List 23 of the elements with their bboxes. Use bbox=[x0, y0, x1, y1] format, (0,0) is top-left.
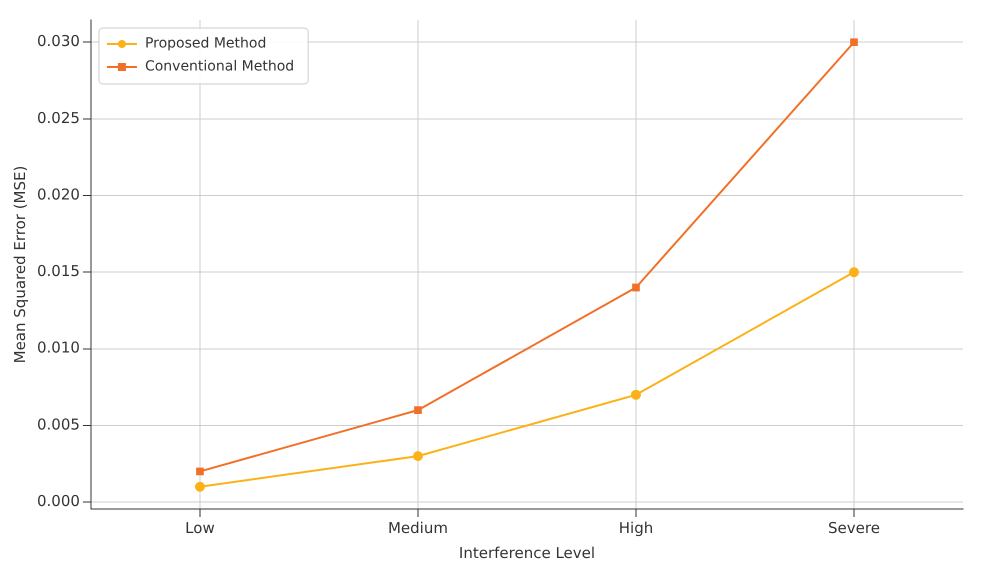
point bbox=[194, 482, 205, 492]
y-tick-label: 0.010 bbox=[36, 338, 80, 357]
y-tick-label: 0.000 bbox=[36, 492, 80, 510]
x-axis-title: Interference Level bbox=[458, 544, 596, 562]
y-tick-label: 0.030 bbox=[36, 32, 80, 50]
point bbox=[850, 38, 858, 46]
x-tick-label: High bbox=[618, 518, 654, 537]
y-axis-title: Mean Squared Error (MSE) bbox=[10, 166, 29, 364]
point bbox=[848, 267, 859, 278]
x-tick-label: Low bbox=[185, 518, 215, 537]
point bbox=[196, 468, 204, 476]
point bbox=[632, 284, 640, 292]
x-tick-label: Severe bbox=[828, 518, 880, 537]
y-tick-label: 0.005 bbox=[36, 415, 80, 434]
y-tick-label: 0.025 bbox=[36, 108, 80, 127]
y-tick-label: 0.015 bbox=[36, 262, 80, 280]
legend-label: Proposed Method bbox=[144, 36, 266, 52]
y-tick-label: 0.020 bbox=[36, 185, 80, 204]
point bbox=[630, 390, 641, 400]
x-tick-label: Medium bbox=[388, 518, 448, 537]
legend-label: Conventional Method bbox=[144, 58, 294, 75]
point bbox=[414, 406, 422, 414]
point bbox=[412, 451, 423, 462]
